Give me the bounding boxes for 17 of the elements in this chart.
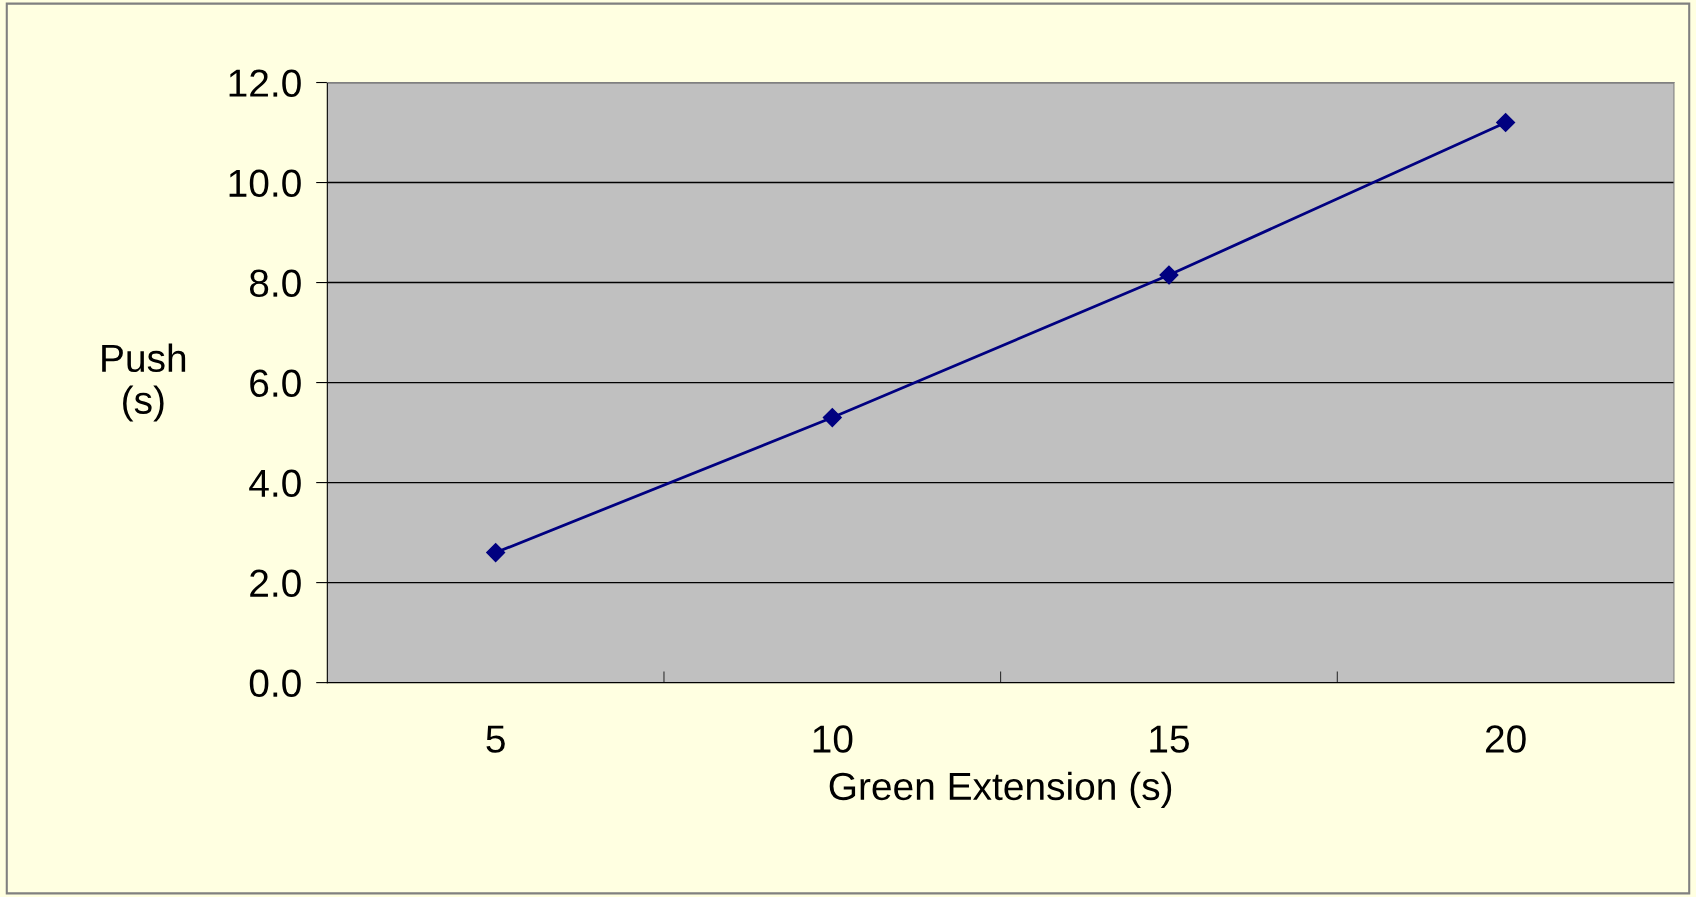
y-tick-label: 10.0 [229, 169, 301, 198]
y-axis-title: Push (s) [102, 343, 186, 422]
y-tick-label: 2.0 [250, 569, 301, 598]
x-tick-label: 15 [1150, 725, 1189, 753]
y-tick-label: 0.0 [249, 669, 301, 698]
x-tick-label: 5 [486, 725, 505, 753]
y-tick-label: 12.0 [229, 69, 301, 97]
x-tick-label: 20 [1485, 725, 1526, 753]
point [1159, 265, 1179, 285]
x-axis-title: Green Extension (s) [829, 771, 1172, 808]
y-tick-label: 6.0 [250, 369, 301, 398]
y-tick-label: 4.0 [249, 469, 301, 498]
y-tick-label: 8.0 [249, 269, 301, 298]
point [822, 408, 842, 428]
point [486, 543, 506, 563]
point [1496, 112, 1516, 133]
x-tick-label: 10 [813, 725, 853, 753]
